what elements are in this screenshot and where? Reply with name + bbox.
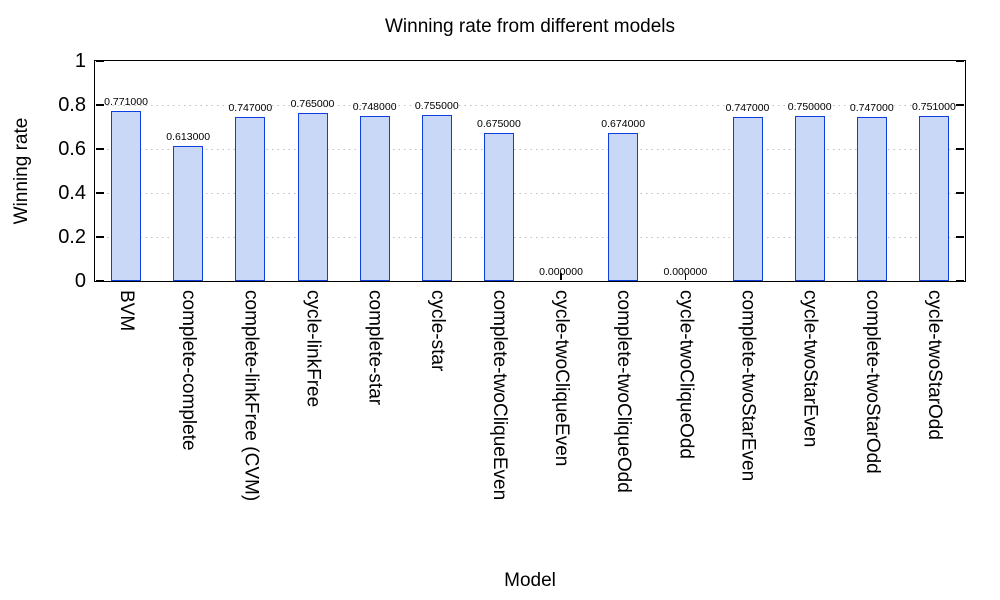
y-tick-mark-right — [956, 192, 964, 194]
bar — [235, 116, 266, 281]
chart-title: Winning rate from different models — [384, 16, 676, 37]
bar — [918, 115, 949, 281]
x-category-label: cycle-twoStarOdd — [923, 290, 945, 440]
bar-value-label: 0.747000 — [725, 101, 770, 114]
bar — [421, 114, 452, 281]
plot-area-frame — [94, 60, 966, 282]
bar-value-label: 0.771000 — [104, 96, 148, 109]
bar-value-label: 0.747000 — [849, 101, 894, 114]
gridline — [96, 192, 964, 194]
x-category-label: cycle-twoCliqueEven — [551, 290, 573, 467]
bar-value-label: 0.675000 — [477, 117, 521, 130]
bar — [173, 146, 204, 281]
y-tick-label: 0.2 — [58, 226, 86, 248]
bar — [297, 112, 328, 281]
bar — [856, 116, 887, 281]
x-category-label: cycle-twoCliqueOdd — [675, 290, 697, 459]
x-axis-title: Model — [504, 570, 556, 591]
bar-value-label: 0.755000 — [414, 99, 459, 112]
x-category-label: complete-twoCliqueOdd — [613, 290, 635, 493]
bar-value-label: 0.765000 — [290, 97, 335, 110]
bar-value-label: 0.613000 — [166, 131, 211, 144]
gridline — [96, 104, 964, 106]
x-category-label: complete-linkFree (CVM) — [240, 290, 262, 502]
y-tick-mark — [96, 148, 104, 150]
bar — [608, 132, 639, 281]
bar — [732, 116, 763, 281]
x-tick-mark — [684, 273, 687, 280]
x-category-label: cycle-twoStarEven — [799, 290, 821, 448]
y-tick-mark — [96, 104, 104, 106]
bar-value-label: 0.000000 — [663, 266, 708, 278]
bar — [111, 111, 142, 281]
y-tick-label: 0.6 — [58, 138, 86, 160]
y-tick-mark — [96, 236, 104, 238]
y-tick-mark-right — [956, 60, 964, 62]
bar-value-label: 0.674000 — [601, 117, 646, 130]
x-category-label: cycle-star — [426, 290, 448, 372]
bar — [794, 116, 825, 281]
y-tick-mark — [96, 192, 104, 194]
y-tick-mark-right — [956, 280, 964, 282]
x-category-label: complete-twoStarOdd — [861, 290, 883, 474]
x-tick-mark — [560, 273, 562, 280]
bar-value-label: 0.751000 — [912, 100, 956, 113]
x-category-label: BVM — [116, 290, 138, 332]
bar-value-label: 0.747000 — [228, 101, 273, 114]
bar-value-label: 0.000000 — [539, 266, 583, 278]
y-tick-mark — [96, 60, 104, 62]
y-tick-mark-right — [956, 148, 964, 150]
y-tick-mark-right — [956, 236, 964, 238]
gridline — [96, 236, 964, 238]
y-tick-label: 0 — [74, 270, 86, 292]
y-tick-label: 0.4 — [58, 182, 86, 204]
y-tick-label: 1 — [74, 50, 86, 72]
x-category-label: complete-star — [364, 290, 386, 406]
y-tick-label: 0.8 — [58, 94, 86, 116]
bar — [359, 116, 390, 281]
y-tick-mark — [96, 280, 104, 282]
x-category-label: complete-twoStarEven — [737, 290, 759, 482]
y-axis-title: Winning rate — [11, 117, 32, 225]
bar — [483, 132, 514, 281]
x-category-label: complete-complete — [178, 290, 200, 451]
bar-value-label: 0.748000 — [352, 101, 397, 114]
x-category-label: cycle-linkFree — [302, 290, 324, 408]
x-category-label: complete-twoCliqueEven — [488, 290, 510, 501]
y-tick-mark-right — [956, 104, 964, 106]
bar-value-label: 0.750000 — [787, 101, 832, 113]
gridline — [96, 148, 964, 150]
